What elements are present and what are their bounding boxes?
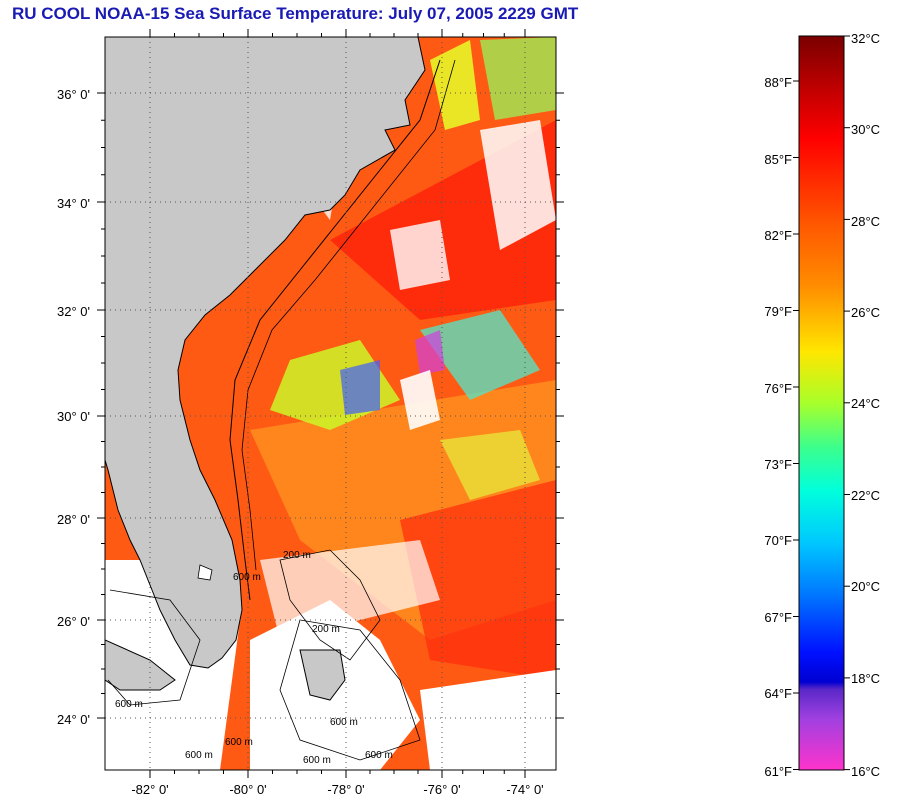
celsius-label: 18°C <box>851 671 880 686</box>
lon-tick-label: -82° 0' <box>131 782 168 797</box>
lake-okeechobee <box>197 564 213 581</box>
latitude-axis: 36° 0' 34° 0' 32° 0' 30° 0' 28° 0' 26° 0… <box>57 87 90 727</box>
lat-tick-label: 36° 0' <box>57 87 90 102</box>
contour-label: 600 m <box>185 750 213 761</box>
fahrenheit-label: 82°F <box>764 228 792 243</box>
contour-label: 600 m <box>303 755 331 766</box>
lat-tick-label: 34° 0' <box>57 196 90 211</box>
lat-tick-label: 30° 0' <box>57 409 90 424</box>
fahrenheit-label: 67°F <box>764 610 792 625</box>
contour-label: 600 m <box>225 737 253 748</box>
lon-tick-label: -80° 0' <box>229 782 266 797</box>
colorbar-gradient <box>798 35 845 771</box>
land-mass <box>105 37 426 669</box>
depth-contour <box>279 549 381 661</box>
sst-green-nearshore <box>480 37 556 120</box>
sst-red-region-south <box>400 480 556 680</box>
bahamas-island <box>299 649 346 701</box>
lon-tick-label: -74° 0' <box>506 782 543 797</box>
plot-frame <box>104 36 557 771</box>
lat-tick-label: 24° 0' <box>57 712 90 727</box>
longitude-axis: -82° 0' -80° 0' -78° 0' -76° 0' -74° 0' <box>131 782 543 797</box>
lat-tick-label: 32° 0' <box>57 304 90 319</box>
contour-labels: 200 m 600 m 200 m 600 m 600 m 600 m 600 … <box>115 550 393 766</box>
fahrenheit-label: 61°F <box>764 764 792 779</box>
sst-blue-patch <box>340 360 380 415</box>
celsius-label: 16°C <box>851 764 880 779</box>
lon-tick-label: -78° 0' <box>327 782 364 797</box>
cloud-area <box>400 370 440 430</box>
lat-tick-label: 28° 0' <box>57 512 90 527</box>
sst-image <box>105 37 556 770</box>
land-mass-south <box>105 639 176 691</box>
sst-yellow-patch <box>440 430 540 500</box>
cloud-area <box>420 670 556 770</box>
contour-label: 600 m <box>365 750 393 761</box>
lat-tick-label: 26° 0' <box>57 614 90 629</box>
lon-tick-label: -76° 0' <box>423 782 460 797</box>
sst-magenta-patch <box>415 330 445 375</box>
cloud-area <box>480 120 556 250</box>
celsius-label: 30°C <box>851 122 880 137</box>
contour-label: 600 m <box>233 572 261 583</box>
fahrenheit-label: 70°F <box>764 533 792 548</box>
colorbar: 32°C 30°C 28°C 26°C 24°C 22°C 20°C 18°C … <box>764 31 880 779</box>
contour-label: 600 m <box>115 699 143 710</box>
depth-contour <box>107 589 201 706</box>
depth-contour <box>279 619 421 761</box>
fahrenheit-label: 73°F <box>764 457 792 472</box>
fahrenheit-label: 64°F <box>764 686 792 701</box>
celsius-label: 24°C <box>851 396 880 411</box>
cloud-area <box>390 220 450 290</box>
depth-contour <box>229 59 441 601</box>
map-title: RU COOL NOAA-15 Sea Surface Temperature:… <box>12 4 579 23</box>
contour-label: 200 m <box>312 624 340 635</box>
fahrenheit-label: 85°F <box>764 152 792 167</box>
contour-label: 600 m <box>330 717 358 728</box>
celsius-label: 22°C <box>851 488 880 503</box>
sst-cyan-patch <box>420 310 540 400</box>
celsius-label: 32°C <box>851 31 880 46</box>
grid-lines <box>97 29 564 778</box>
celsius-label: 20°C <box>851 579 880 594</box>
celsius-label: 26°C <box>851 305 880 320</box>
celsius-label: 28°C <box>851 214 880 229</box>
depth-contour <box>241 59 456 571</box>
cloud-area <box>260 540 440 640</box>
fahrenheit-label: 88°F <box>764 75 792 90</box>
contour-label: 200 m <box>283 550 311 561</box>
colorbar-ticks <box>793 35 850 771</box>
fahrenheit-label: 79°F <box>764 304 792 319</box>
fahrenheit-label: 76°F <box>764 381 792 396</box>
